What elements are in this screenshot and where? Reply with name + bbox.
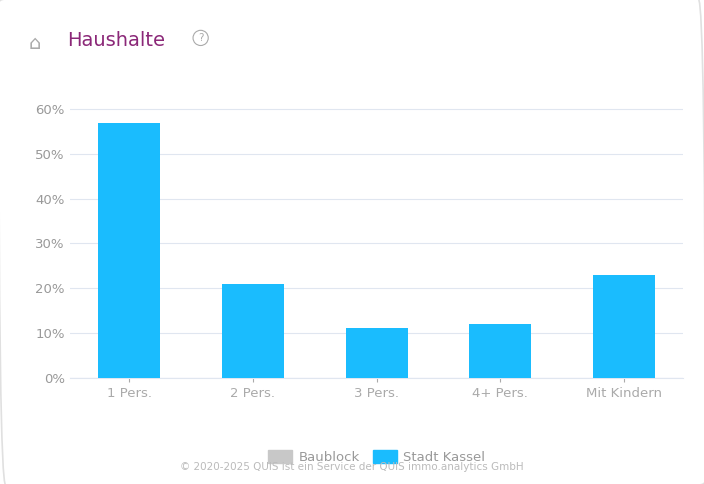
Text: Haushalte: Haushalte (67, 31, 165, 50)
Bar (99, 123, 160, 378)
Bar (222, 284, 284, 378)
Text: © 2020-2025 QUIS ist ein Service der QUIS immo.analytics GmbH: © 2020-2025 QUIS ist ein Service der QUI… (180, 462, 524, 472)
Text: ⌂: ⌂ (28, 34, 41, 53)
Bar (346, 328, 408, 378)
Bar (593, 275, 655, 378)
Legend: Baublock, Stadt Kassel: Baublock, Stadt Kassel (268, 450, 485, 464)
Bar (470, 324, 532, 378)
Text: ?: ? (198, 33, 203, 43)
